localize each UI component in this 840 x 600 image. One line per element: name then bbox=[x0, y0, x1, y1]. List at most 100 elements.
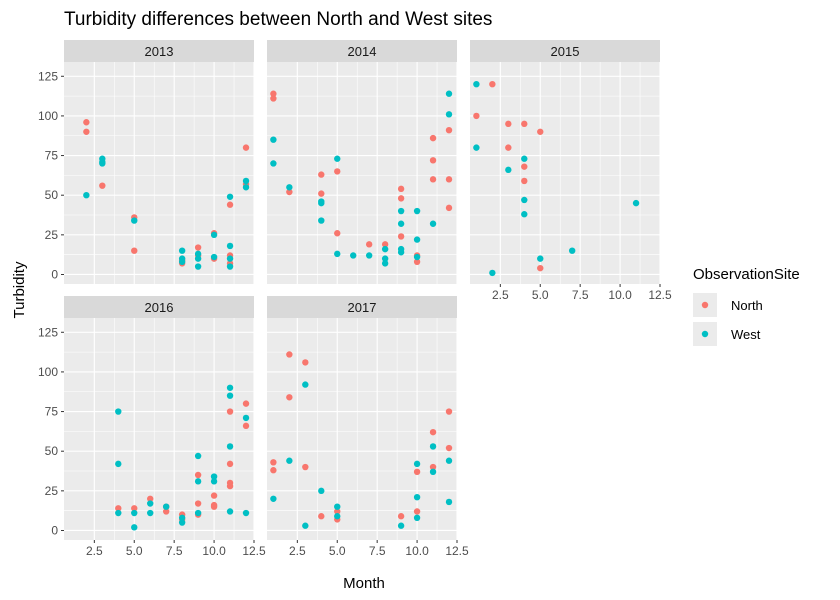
data-point-west bbox=[194, 509, 202, 517]
data-point-west bbox=[397, 220, 405, 227]
data-point-west bbox=[334, 513, 341, 520]
data-point-west bbox=[413, 253, 421, 261]
data-point-north bbox=[334, 168, 341, 175]
data-point-north bbox=[521, 163, 528, 170]
y-tick-label: 125 bbox=[38, 69, 58, 83]
data-point-west bbox=[413, 236, 421, 243]
y-tick-label: 0 bbox=[51, 267, 58, 281]
x-tick-label: 2.5 bbox=[492, 288, 509, 302]
legend-key-west bbox=[701, 330, 709, 338]
data-point-north bbox=[302, 463, 309, 471]
data-point-west bbox=[521, 196, 528, 204]
facet-label: 2014 bbox=[348, 44, 377, 59]
x-tick-label: 7.5 bbox=[369, 544, 386, 558]
data-point-west bbox=[115, 460, 122, 468]
x-tick-label: 12.5 bbox=[242, 544, 266, 558]
data-point-west bbox=[270, 495, 277, 502]
x-tick-label: 7.5 bbox=[572, 288, 589, 302]
data-point-north bbox=[226, 460, 234, 468]
panel-2013: 2013 0 25 50 75 100 125 bbox=[38, 40, 255, 284]
chart-title: Turbidity differences between North and … bbox=[64, 9, 492, 30]
legend-keys: North West bbox=[693, 293, 763, 346]
data-point-north bbox=[413, 508, 421, 515]
data-point-west bbox=[413, 514, 421, 521]
y-tick-label: 100 bbox=[38, 109, 58, 123]
data-point-west bbox=[226, 242, 234, 250]
data-point-west bbox=[302, 522, 309, 529]
data-point-west bbox=[445, 111, 453, 118]
data-point-west bbox=[381, 245, 389, 253]
data-point-north bbox=[445, 408, 453, 415]
y-tick-label: 75 bbox=[45, 149, 59, 163]
data-point-north bbox=[131, 247, 138, 254]
data-point-north bbox=[226, 482, 234, 490]
x-tick-label: 10.0 bbox=[405, 544, 429, 558]
data-point-west bbox=[194, 478, 202, 485]
data-point-west bbox=[270, 136, 277, 143]
data-point-west bbox=[397, 249, 405, 256]
data-point-west bbox=[210, 478, 218, 485]
data-point-west bbox=[194, 263, 202, 270]
data-point-north bbox=[226, 201, 234, 208]
panel-background bbox=[267, 62, 457, 284]
data-point-north bbox=[334, 508, 341, 515]
data-point-north bbox=[318, 190, 325, 197]
data-point-west bbox=[334, 250, 341, 258]
data-point-north bbox=[194, 471, 202, 479]
data-point-west bbox=[226, 255, 234, 262]
x-tick-label: 12.5 bbox=[445, 544, 469, 558]
data-point-west bbox=[286, 184, 293, 191]
data-point-west bbox=[194, 250, 202, 258]
y-tick-label: 50 bbox=[45, 188, 59, 202]
data-point-west bbox=[210, 231, 218, 239]
data-point-north bbox=[397, 233, 405, 240]
data-point-west bbox=[429, 220, 437, 227]
facet-strip bbox=[470, 40, 660, 62]
data-point-north bbox=[397, 513, 405, 520]
facet-strip bbox=[64, 40, 254, 62]
panels: 2013 0 25 50 75 100 125 2014 2015 2.5 5.0 7.5 10.0 12… bbox=[38, 40, 672, 558]
y-tick-label: 75 bbox=[45, 405, 59, 419]
data-point-west bbox=[429, 443, 437, 450]
x-tick-label: 5.0 bbox=[126, 544, 143, 558]
data-point-west bbox=[397, 522, 405, 529]
data-point-north bbox=[286, 351, 293, 358]
facet-label: 2013 bbox=[145, 44, 174, 59]
legend-key-north bbox=[701, 301, 709, 309]
legend-title: ObservationSite bbox=[693, 266, 800, 283]
panel-background bbox=[64, 318, 254, 540]
data-point-north bbox=[210, 492, 218, 499]
data-point-north bbox=[445, 126, 453, 134]
y-tick-label: 50 bbox=[45, 444, 59, 458]
data-point-north bbox=[115, 505, 122, 512]
data-point-west bbox=[83, 192, 90, 199]
data-point-west bbox=[413, 493, 421, 501]
data-point-west bbox=[365, 252, 373, 259]
data-point-west bbox=[521, 155, 528, 162]
data-point-west bbox=[147, 500, 154, 507]
data-point-west bbox=[131, 217, 138, 224]
data-point-west bbox=[397, 207, 405, 215]
data-point-north bbox=[194, 500, 202, 507]
data-point-north bbox=[242, 400, 250, 407]
facet-label: 2015 bbox=[551, 44, 580, 59]
data-point-west bbox=[473, 144, 480, 151]
data-point-north bbox=[270, 90, 277, 97]
y-tick-label: 100 bbox=[38, 365, 58, 379]
panel-2015: 2015 2.5 5.0 7.5 10.0 12.5 bbox=[470, 40, 672, 302]
data-point-west bbox=[270, 160, 277, 167]
data-point-west bbox=[226, 384, 234, 391]
data-point-north bbox=[286, 394, 293, 401]
data-point-west bbox=[505, 166, 512, 174]
panel-2017: 2017 2.5 5.0 7.5 10.0 12.5 bbox=[267, 296, 469, 558]
x-tick-label: 5.0 bbox=[329, 544, 346, 558]
data-point-north bbox=[445, 176, 453, 183]
y-axis-title: Turbidity bbox=[11, 261, 28, 318]
data-point-west bbox=[413, 460, 421, 468]
x-tick-label: 7.5 bbox=[166, 544, 183, 558]
data-point-north bbox=[429, 428, 437, 436]
data-point-west bbox=[115, 408, 122, 415]
panel-background bbox=[64, 62, 254, 284]
data-point-west bbox=[381, 255, 389, 262]
data-point-west bbox=[445, 457, 453, 464]
